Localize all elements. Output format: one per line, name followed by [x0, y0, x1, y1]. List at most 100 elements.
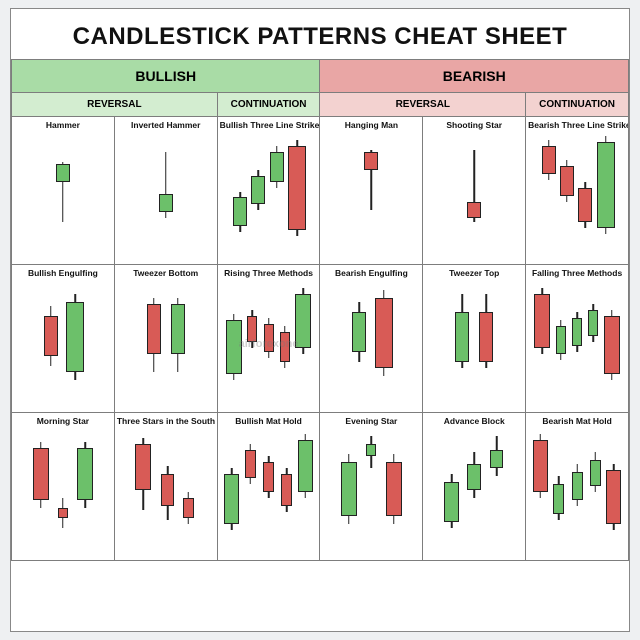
pattern-name: Bearish Engulfing: [320, 265, 422, 280]
candle-body: [171, 304, 185, 354]
candle: [467, 132, 481, 260]
header-bearish: BEARISH: [320, 60, 629, 93]
candle-canvas: [423, 280, 525, 408]
pattern-name: Bullish Mat Hold: [218, 413, 320, 428]
candle: [77, 428, 93, 556]
candle: [66, 280, 84, 408]
candle-canvas: [320, 428, 422, 556]
pattern-name: Advance Block: [423, 413, 525, 428]
candle-body: [597, 142, 615, 228]
pattern-cell: Hanging Man: [320, 117, 423, 265]
candle: [233, 132, 247, 260]
candle-canvas: [115, 280, 217, 408]
page-title: CANDLESTICK PATTERNS CHEAT SHEET: [11, 9, 629, 59]
candle-body: [364, 152, 378, 170]
candle-body: [606, 470, 621, 524]
candle: [263, 428, 274, 556]
candle-body: [578, 188, 592, 222]
candle: [161, 428, 174, 556]
candle-body: [386, 462, 402, 516]
candle: [159, 132, 173, 260]
candle-body: [183, 498, 194, 518]
header-row-2: REVERSAL CONTINUATION REVERSAL CONTINUAT…: [12, 93, 629, 117]
pattern-name: Bearish Three Line Strike: [526, 117, 628, 132]
candle-body: [247, 316, 257, 342]
candle-body: [479, 312, 493, 362]
candle: [183, 428, 194, 556]
candle: [147, 280, 161, 408]
candle-body: [226, 320, 242, 374]
pattern-name: Shooting Star: [423, 117, 525, 132]
candle: [44, 280, 58, 408]
candle: [534, 280, 550, 408]
candle-body: [251, 176, 265, 204]
candle-canvas: [526, 428, 628, 556]
pattern-cell: Tweezer Top: [423, 265, 526, 413]
table-row: Morning StarThree Stars in the SouthBull…: [12, 413, 629, 561]
candle-canvas: [12, 428, 114, 556]
candle-body: [263, 462, 274, 492]
candle: [298, 428, 313, 556]
candle-body: [66, 302, 84, 372]
header-row-1: BULLISH BEARISH: [12, 60, 629, 93]
candle: [247, 280, 257, 408]
candle: [578, 132, 592, 260]
candle: [542, 132, 556, 260]
candle-body: [588, 310, 598, 336]
pattern-name: Falling Three Methods: [526, 265, 628, 280]
candle: [386, 428, 402, 556]
candle-body: [542, 146, 556, 174]
candle-canvas: [218, 428, 320, 556]
candle: [553, 428, 564, 556]
pattern-cell: Bullish Engulfing: [12, 265, 115, 413]
candle-canvas: [320, 280, 422, 408]
pattern-name: Rising Three Methods: [218, 265, 320, 280]
header-bullish: BULLISH: [12, 60, 320, 93]
table-row: Bullish EngulfingTweezer BottomRising Th…: [12, 265, 629, 413]
candle: [479, 280, 493, 408]
candle-body: [444, 482, 459, 522]
candle: [590, 428, 601, 556]
candle-body: [224, 474, 239, 524]
pattern-cell: Bullish Mat Hold: [217, 413, 320, 561]
candle-body: [490, 450, 503, 468]
pattern-name: Morning Star: [12, 413, 114, 428]
candle-body: [264, 324, 274, 352]
candle-body: [556, 326, 566, 354]
candle-body: [295, 294, 311, 348]
candle: [245, 428, 256, 556]
candle-body: [245, 450, 256, 478]
candle-body: [467, 202, 481, 218]
candle-canvas: [526, 280, 628, 408]
candle-canvas: [526, 132, 628, 260]
pattern-name: Tweezer Top: [423, 265, 525, 280]
candle: [533, 428, 548, 556]
candle: [58, 428, 68, 556]
candle: [490, 428, 503, 556]
candle: [251, 132, 265, 260]
pattern-cell: Falling Three Methods: [526, 265, 629, 413]
pattern-cell: Bullish Three Line Strike: [217, 117, 320, 265]
candle: [224, 428, 239, 556]
pattern-name: Hanging Man: [320, 117, 422, 132]
candle: [352, 280, 366, 408]
pattern-cell: Inverted Hammer: [114, 117, 217, 265]
candle-body: [44, 316, 58, 356]
candle-body: [281, 474, 292, 506]
candle: [281, 428, 292, 556]
candle-body: [233, 197, 247, 226]
sub-bull-continuation: CONTINUATION: [217, 93, 320, 117]
candle-body: [270, 152, 284, 182]
pattern-cell: Advance Block: [423, 413, 526, 561]
candle-body: [375, 298, 393, 368]
pattern-name: Tweezer Bottom: [115, 265, 217, 280]
candle-canvas: [115, 132, 217, 260]
pattern-table: BULLISH BEARISH REVERSAL CONTINUATION RE…: [11, 59, 629, 561]
candle-canvas: [12, 280, 114, 408]
pattern-cell: Tweezer Bottom: [114, 265, 217, 413]
candle: [280, 280, 290, 408]
sub-bear-continuation: CONTINUATION: [526, 93, 629, 117]
candle-body: [298, 440, 313, 492]
candle-body: [56, 164, 70, 182]
candle-body: [534, 294, 550, 348]
